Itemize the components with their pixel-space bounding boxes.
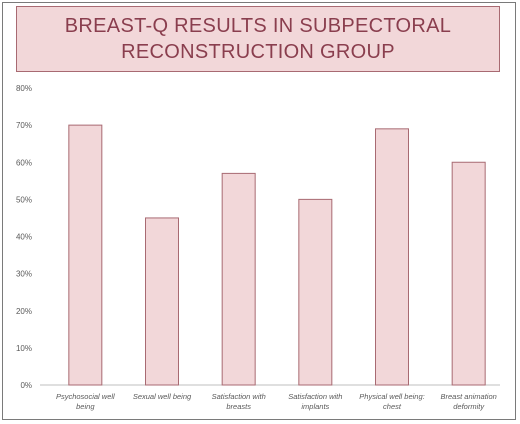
- x-category-label: Psychosocial well being: [56, 392, 115, 411]
- y-tick-label: 50%: [16, 195, 32, 204]
- x-category-label: Physical well being: chest: [359, 392, 424, 411]
- bar: [68, 124, 103, 386]
- y-tick-label: 10%: [16, 344, 32, 353]
- x-category-label: Satisfaction with implants: [288, 392, 342, 411]
- x-category-label: Satisfaction with breasts: [212, 392, 266, 411]
- y-tick-label: 20%: [16, 307, 32, 316]
- bar: [375, 128, 409, 386]
- bar: [221, 172, 256, 386]
- y-tick-label: 70%: [16, 121, 32, 130]
- x-category-label: Breast animation deformity: [441, 392, 497, 411]
- bar: [451, 161, 486, 386]
- y-tick-label: 80%: [16, 84, 32, 93]
- chart-title-box: BREAST-Q RESULTS IN SUBPECTORAL RECONSTR…: [16, 6, 500, 72]
- chart-title-line-2: RECONSTRUCTION GROUP: [121, 41, 395, 63]
- y-tick-label: 60%: [16, 158, 32, 167]
- y-tick-label: 0%: [20, 381, 32, 390]
- chart-title-line-1: BREAST-Q RESULTS IN SUBPECTORAL: [64, 15, 452, 37]
- y-tick-label: 40%: [16, 233, 32, 242]
- bar: [145, 217, 179, 386]
- y-tick-label: 30%: [16, 270, 32, 279]
- bar: [298, 198, 333, 386]
- x-category-label: Sexual well being: [133, 392, 192, 401]
